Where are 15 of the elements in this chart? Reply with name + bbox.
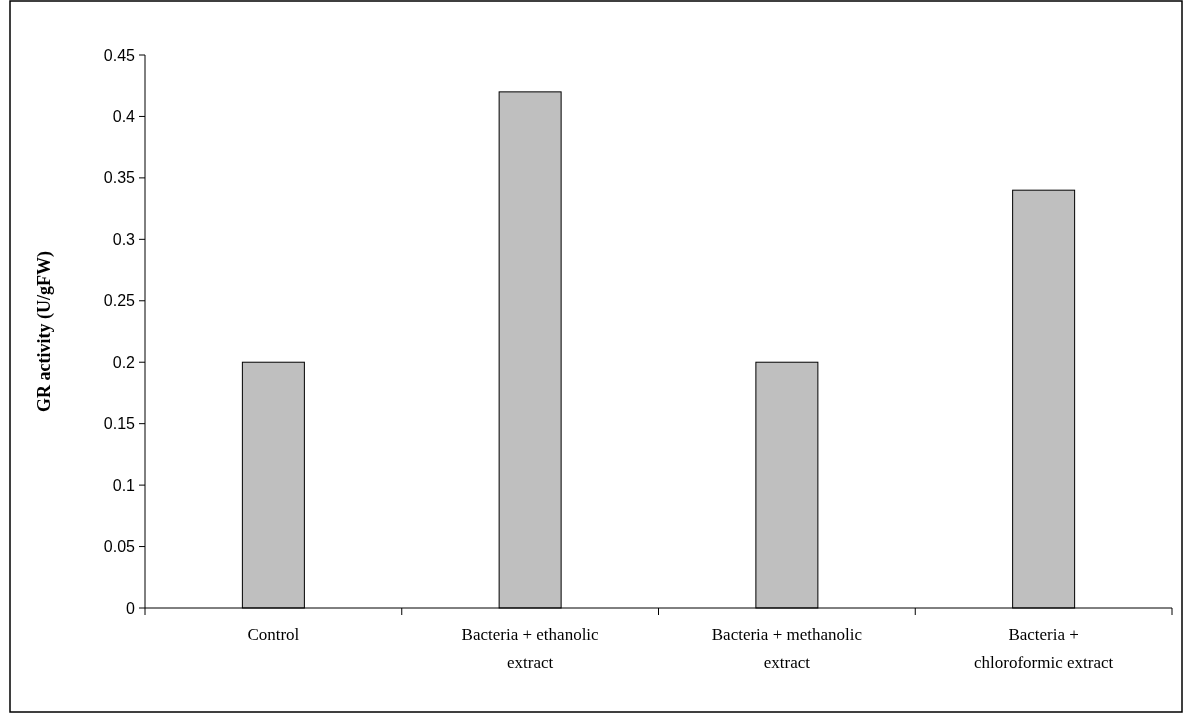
y-tick-label: 0.3 (112, 230, 136, 248)
x-tick-label: Bacteria + ethanolic extract (461, 625, 600, 672)
y-tick-label: 0 (126, 599, 136, 617)
y-tick-label: 0.1 (112, 476, 136, 494)
y-axis-title: GR activity (U/gFW) (34, 251, 55, 412)
y-tick-label: 0.15 (103, 415, 136, 433)
x-tick-label: Control (247, 625, 300, 644)
y-tick-label: 0.2 (112, 353, 136, 371)
y-tick-label: 0.25 (103, 292, 136, 310)
x-tick-label: Bacteria + chloroformic extract (974, 625, 1114, 672)
y-tick-label: 0.05 (103, 538, 136, 556)
y-tick-label: 0.4 (112, 108, 136, 126)
y-tick-label: 0.45 (103, 46, 136, 64)
y-tick-label: 0.35 (103, 169, 136, 187)
x-tick-label: Bacteria + methanolic extract (711, 625, 863, 672)
